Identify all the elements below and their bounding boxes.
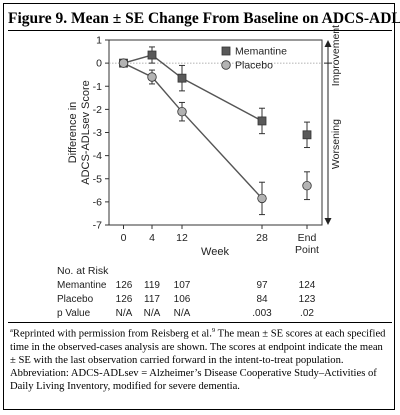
data-point-placebo (302, 180, 312, 191)
y-axis-label: Difference inADCS-ADLsev Score (67, 80, 92, 185)
abbreviation-paragraph: Abbreviation: ADCS-ADLsev = Alzheimer’s … (10, 368, 377, 393)
legend-label: Memantine (235, 46, 287, 58)
arrow-down-icon (324, 218, 332, 225)
footnote-text: The mean ± SE scores at each specified t… (10, 328, 386, 366)
improvement-label: Improvement (330, 25, 342, 86)
x-tick-label: 28 (256, 232, 268, 244)
y-tick-label: -7 (93, 220, 102, 232)
footnote-paragraph: aReprinted with permission from Reisberg… (10, 324, 390, 367)
arrow-up-icon (324, 40, 332, 47)
chart: 1 0 -1 -2 -3 -4 -5 -6 -7 0 4 12 28 End Point Week Differ… (67, 25, 342, 258)
legend-marker (221, 46, 231, 56)
x-axis-label: Week (201, 246, 229, 258)
data-point-memantine (177, 73, 187, 83)
figure-title-text: Figure 9. Mean ± SE Change From Baseline… (8, 10, 400, 28)
y-tick-label: 1 (96, 35, 102, 47)
data-point-placebo (177, 106, 187, 117)
data-point-memantine (147, 50, 157, 60)
data-point-placebo (147, 72, 157, 82)
footnote-marker: a (10, 327, 13, 334)
y-tick-label: -2 (93, 104, 102, 116)
y-tick-label: -3 (93, 127, 102, 139)
reference-marker: 9 (211, 327, 216, 334)
series-line-memantine (123, 54, 263, 122)
y-tick-label: 0 (96, 58, 102, 70)
title-rule (8, 30, 392, 31)
worsening-label: Worsening (330, 119, 342, 169)
figure-title: Figure 9. Mean ± SE Change From Baseline… (8, 10, 400, 28)
y-tick-label: -5 (93, 173, 102, 185)
data-point-placebo (118, 58, 129, 68)
data-point-memantine (302, 130, 312, 140)
data-point-placebo (257, 193, 267, 204)
data-point-memantine (257, 116, 267, 126)
y-tick-label: -6 (93, 196, 102, 208)
x-tick-label: 4 (149, 232, 155, 244)
y-tick-label: -4 (93, 150, 102, 162)
series-line-placebo (123, 62, 263, 199)
figure-frame: Figure 9. Mean ± SE Change From Baseline… (3, 3, 400, 410)
plot-frame (108, 39, 323, 226)
footnote: aReprinted with permission from Reisberg… (10, 324, 390, 394)
legend-label: Placebo (235, 60, 273, 72)
legend-marker (221, 60, 231, 70)
x-tick-label: 0 (121, 232, 127, 244)
footnote-rule (8, 322, 392, 323)
x-tick-label: End Point (295, 232, 319, 256)
footnote-text: Reprinted with permission from Reisberg … (12, 328, 212, 340)
y-tick-label: -1 (93, 81, 102, 93)
x-tick-label: 12 (176, 232, 188, 244)
